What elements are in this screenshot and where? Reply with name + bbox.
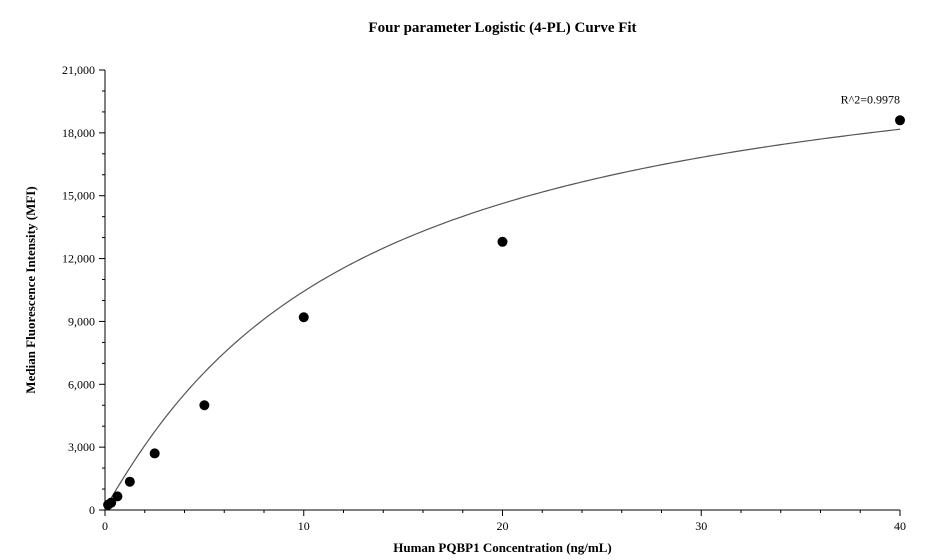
data-points [103,115,905,509]
data-point [895,115,905,125]
y-tick-label: 21,000 [62,63,95,77]
chart-svg: Four parameter Logistic (4-PL) Curve Fit… [0,0,927,560]
data-point [125,477,135,487]
data-point [498,237,508,247]
r-squared-annotation: R^2=0.9978 [841,93,900,107]
chart-container: Four parameter Logistic (4-PL) Curve Fit… [0,0,927,560]
data-point [112,491,122,501]
x-tick-label: 0 [102,519,108,533]
y-tick-label: 9,000 [68,314,95,328]
y-axis: 0 3,000 6,000 9,000 12,000 15,000 18,000 21,000 [62,63,105,517]
data-point [150,448,160,458]
y-tick-label: 3,000 [68,440,95,454]
y-tick-label: 12,000 [62,252,95,266]
y-tick-label: 6,000 [68,377,95,391]
x-axis: 0 10 20 30 40 [102,510,906,533]
data-point [299,312,309,322]
x-tick-label: 20 [497,519,509,533]
data-point [199,400,209,410]
y-tick-label: 18,000 [62,126,95,140]
y-tick-label: 0 [89,503,95,517]
y-axis-label: Median Fluorescence Intensity (MFI) [23,186,38,393]
x-tick-label: 30 [695,519,707,533]
x-axis-label: Human PQBP1 Concentration (ng/mL) [393,540,611,555]
x-tick-label: 10 [298,519,310,533]
x-tick-label: 40 [894,519,906,533]
fit-curve [105,129,900,508]
y-tick-label: 15,000 [62,189,95,203]
chart-title: Four parameter Logistic (4-PL) Curve Fit [368,20,636,36]
